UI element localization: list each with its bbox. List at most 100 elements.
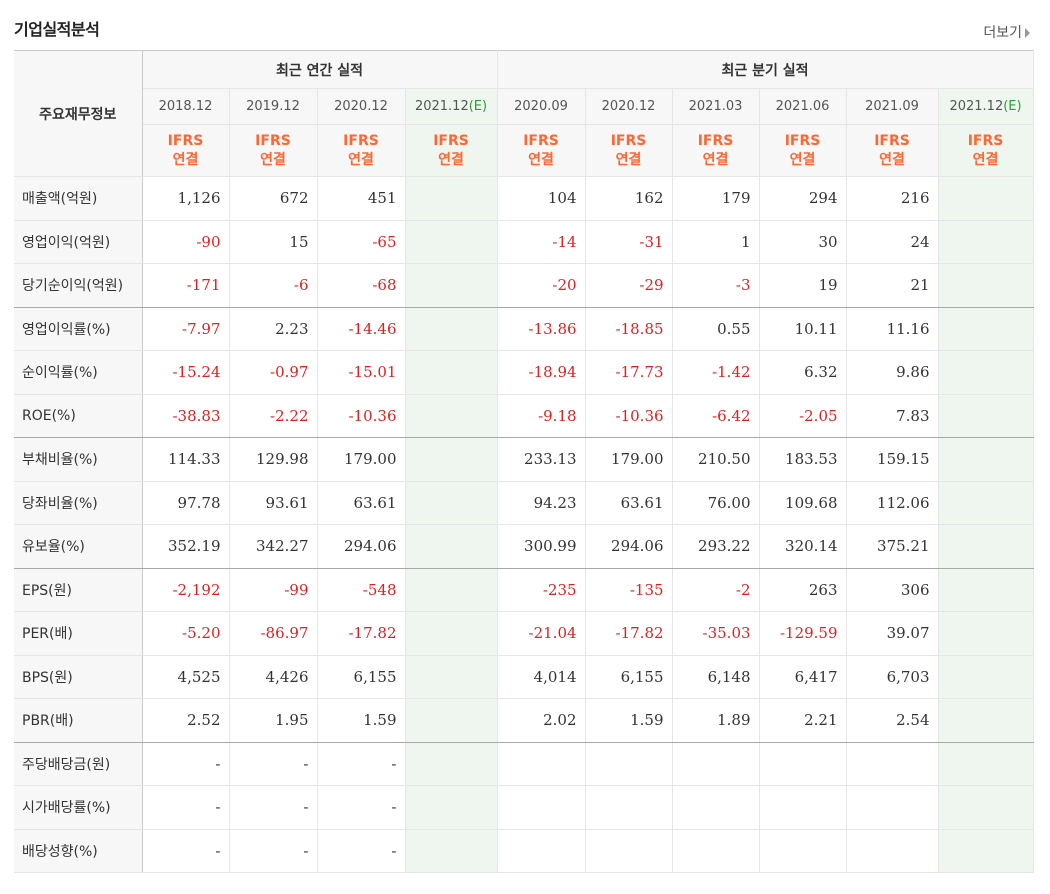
table-cell: 179.00 — [585, 437, 673, 482]
table-cell — [759, 742, 847, 786]
table-cell: 93.61 — [229, 481, 318, 525]
more-label: 더보기 — [983, 25, 1022, 41]
more-link[interactable]: 더보기 — [983, 22, 1030, 42]
table-cell: -2.05 — [759, 394, 847, 438]
table-cell: -1.42 — [672, 350, 760, 395]
table-cell — [405, 394, 498, 438]
ifrs-label: IFRS — [255, 132, 291, 149]
table-cell: 15 — [229, 220, 318, 264]
ifrs-badge: IFRS 연결 — [317, 124, 406, 177]
table-cell: 1,126 — [142, 176, 230, 221]
table-cell — [672, 829, 760, 873]
table-row: 매출액(억원) 1,126 672 451 104 162 179 294 216 — [14, 176, 1034, 221]
table-row: 유보율(%) 352.19 342.27 294.06 300.99 294.06 293.… — [14, 524, 1034, 569]
table-row: 당좌비율(%) 97.78 93.61 63.61 94.23 63.61 76.00 109… — [14, 481, 1034, 525]
table-cell: 6,148 — [672, 655, 760, 699]
table-cell — [405, 437, 498, 482]
table-cell — [938, 481, 1034, 525]
table-cell — [938, 611, 1034, 656]
row-label: 영업이익(억원) — [14, 220, 143, 264]
table-cell: 300.99 — [496, 524, 586, 569]
table-cell — [405, 568, 498, 612]
table-cell — [938, 785, 1034, 830]
table-cell: - — [142, 742, 230, 786]
table-cell: -38.83 — [142, 394, 230, 438]
table-cell: 179 — [672, 176, 760, 221]
table-cell: 39.07 — [846, 611, 939, 656]
table-cell: -18.94 — [496, 350, 586, 395]
table-cell: 1.89 — [672, 698, 760, 743]
table-cell: -21.04 — [496, 611, 586, 656]
table-cell: 24 — [846, 220, 939, 264]
table-cell: -29 — [585, 263, 673, 308]
ifrs-badge: IFRS 연결 — [142, 124, 230, 177]
table-cell: - — [317, 785, 406, 830]
ifrs-badge: IFRS 연결 — [405, 124, 498, 177]
estimate-mark: (E) — [468, 99, 488, 114]
ifrs-badge: IFRS 연결 — [672, 124, 760, 177]
table-cell: 294.06 — [585, 524, 673, 569]
table-cell: 9.86 — [846, 350, 939, 395]
table-row: PBR(배) 2.52 1.95 1.59 2.02 1.59 1.89 2.21 2.54 — [14, 698, 1034, 743]
table-cell: -171 — [142, 263, 230, 308]
table-cell: 375.21 — [846, 524, 939, 569]
table-cell: -20 — [496, 263, 586, 308]
ifrs-badge: IFRS 연결 — [585, 124, 673, 177]
table-cell — [938, 176, 1034, 221]
table-cell — [938, 394, 1034, 438]
row-label: PER(배) — [14, 611, 143, 656]
table-cell: 342.27 — [229, 524, 318, 569]
period-header: 2021.03 — [672, 88, 760, 125]
quarter-group-header: 최근 분기 실적 — [496, 50, 1034, 89]
table-cell — [938, 742, 1034, 786]
period-label: 2021.09 — [865, 99, 919, 114]
table-row: 영업이익(억원) -90 15 -65 -14 -31 1 30 24 — [14, 220, 1034, 264]
table-row: 주당배당금(원) - - - — [14, 742, 1034, 786]
table-cell: - — [229, 829, 318, 873]
table-cell: -13.86 — [496, 307, 586, 351]
table-cell — [938, 568, 1034, 612]
period-label: 2020.12 — [334, 99, 388, 114]
table-row: 당기순이익(억원) -171 -6 -68 -20 -29 -3 19 21 — [14, 263, 1034, 308]
row-header-title: 주요재무정보 — [14, 50, 143, 177]
row-label: 주당배당금(원) — [14, 742, 143, 786]
table-cell: -10.36 — [585, 394, 673, 438]
table-cell — [405, 785, 498, 830]
period-label: 2021.12 — [414, 99, 469, 114]
table-cell — [496, 785, 586, 830]
table-cell: 306 — [846, 568, 939, 612]
table-cell: - — [229, 785, 318, 830]
row-label: 영업이익률(%) — [14, 307, 143, 351]
row-label: 배당성향(%) — [14, 829, 143, 873]
consolidated-label: 연결 — [528, 151, 554, 168]
table-cell: -6 — [229, 263, 318, 308]
table-cell: -31 — [585, 220, 673, 264]
table-cell: 2.21 — [759, 698, 847, 743]
row-label: ROE(%) — [14, 394, 143, 438]
table-cell: 19 — [759, 263, 847, 308]
ifrs-badge: IFRS 연결 — [938, 124, 1034, 177]
table-cell: 294.06 — [317, 524, 406, 569]
table-cell: -6.42 — [672, 394, 760, 438]
table-cell: 129.98 — [229, 437, 318, 482]
consolidated-label: 연결 — [438, 151, 464, 168]
table-cell: -14 — [496, 220, 586, 264]
table-row: ROE(%) -38.83 -2.22 -10.36 -9.18 -10.36 -6.42-… — [14, 394, 1034, 438]
table-cell — [496, 829, 586, 873]
table-cell — [585, 785, 673, 830]
table-cell — [585, 742, 673, 786]
period-header: 2021.12(E) — [405, 88, 498, 125]
period-header: 2020.12 — [317, 88, 406, 125]
ifrs-label: IFRS — [697, 132, 734, 149]
financial-summary-table: 주요재무정보 최근 연간 실적 최근 분기 실적 2018.12 2019.12 2… — [14, 50, 1034, 873]
table-cell: 6.32 — [759, 350, 847, 395]
ifrs-label: IFRS — [523, 132, 559, 149]
table-cell: 263 — [759, 568, 847, 612]
table-cell: 109.68 — [759, 481, 847, 525]
table-cell: 293.22 — [672, 524, 760, 569]
table-cell: 6,417 — [759, 655, 847, 699]
table-cell: -135 — [585, 568, 673, 612]
table-cell: -2.22 — [229, 394, 318, 438]
row-label: 당기순이익(억원) — [14, 263, 143, 308]
table-cell: - — [229, 742, 318, 786]
